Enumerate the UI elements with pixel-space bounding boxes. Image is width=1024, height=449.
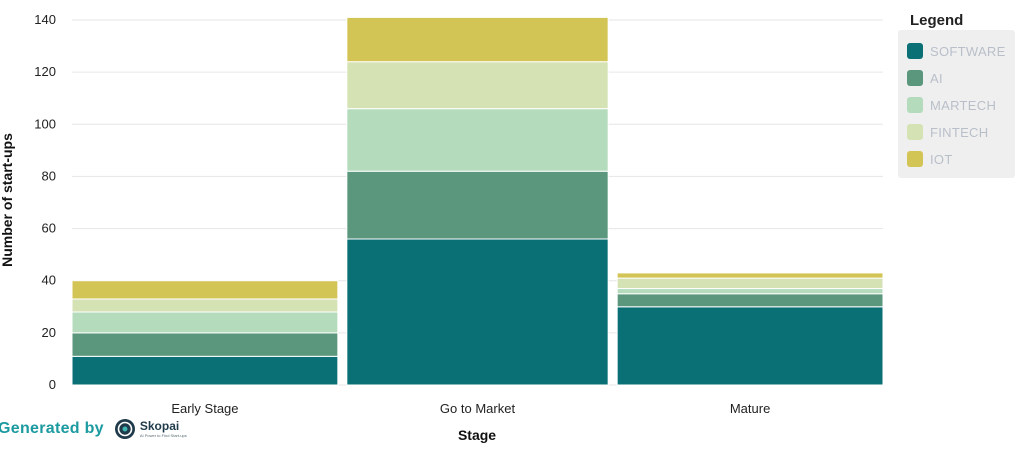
y-tick-label: 20 [42,325,56,340]
y-axis-ticks: 0 20 40 60 80 100 120 140 [34,12,56,392]
y-tick-label: 80 [42,168,56,183]
legend-label: SOFTWARE [930,43,1006,59]
skopai-logo-icon [114,419,135,439]
y-tick-label: 120 [34,64,56,79]
skopai-tagline: AI Power to Find Start-ups [139,433,187,438]
legend-item-martech[interactable]: MARTECH [907,95,996,115]
legend-title: Legend [910,12,964,29]
legend-item-fintech[interactable]: FINTECH [907,122,988,142]
y-axis-title: Number of start-ups [0,133,15,267]
bar-segment-ai[interactable] [346,170,609,240]
legend-swatch [907,151,923,167]
y-tick-label: 0 [49,377,56,392]
bar-segment-software[interactable] [616,306,884,386]
bar-segment-fintech[interactable] [616,277,884,290]
bar-segment-software[interactable] [71,355,339,386]
legend-label: AI [930,70,943,86]
x-tick-label: Mature [730,401,770,416]
bar-segment-software[interactable] [346,238,609,386]
legend-label: FINTECH [930,124,989,140]
footer: Generated by Skopai AI Power to Find Sta… [0,418,187,440]
legend-swatch [907,124,923,140]
skopai-logo[interactable]: Skopai AI Power to Find Start-ups [114,418,187,440]
bar-segment-fintech[interactable] [71,298,339,313]
y-tick-label: 40 [42,273,56,288]
skopai-brand-name: Skopai [139,419,180,433]
legend-label: IOT [930,151,953,167]
bar-segment-iot[interactable] [346,16,609,63]
bar-segment-martech[interactable] [346,108,609,172]
generated-by-text: Generated by [0,420,104,437]
x-tick-label: Early Stage [171,401,238,416]
bar-segment-iot[interactable] [71,280,339,300]
bar-segment-iot[interactable] [616,272,884,279]
x-axis-title: Stage [458,427,496,443]
legend-label: MARTECH [930,97,997,113]
x-tick-label: Go to Market [440,401,516,416]
y-tick-label: 100 [34,116,56,131]
bar-segment-ai[interactable] [71,332,339,357]
legend-item-iot[interactable]: IOT [907,149,953,169]
x-axis-ticks: Early Stage Go to Market Mature [171,401,770,416]
legend-swatch [907,97,923,113]
y-tick-label: 60 [42,221,56,236]
bar-segment-martech[interactable] [616,288,884,295]
bar-segment-fintech[interactable] [346,61,609,110]
bar-segment-martech[interactable] [71,311,339,334]
legend-item-software[interactable]: SOFTWARE [907,41,1006,61]
bars [71,16,884,386]
legend-item-ai[interactable]: AI [907,68,943,88]
y-tick-label: 140 [34,12,56,27]
legend-swatch [907,43,923,59]
legend-swatch [907,70,923,86]
bar-segment-ai[interactable] [616,293,884,308]
